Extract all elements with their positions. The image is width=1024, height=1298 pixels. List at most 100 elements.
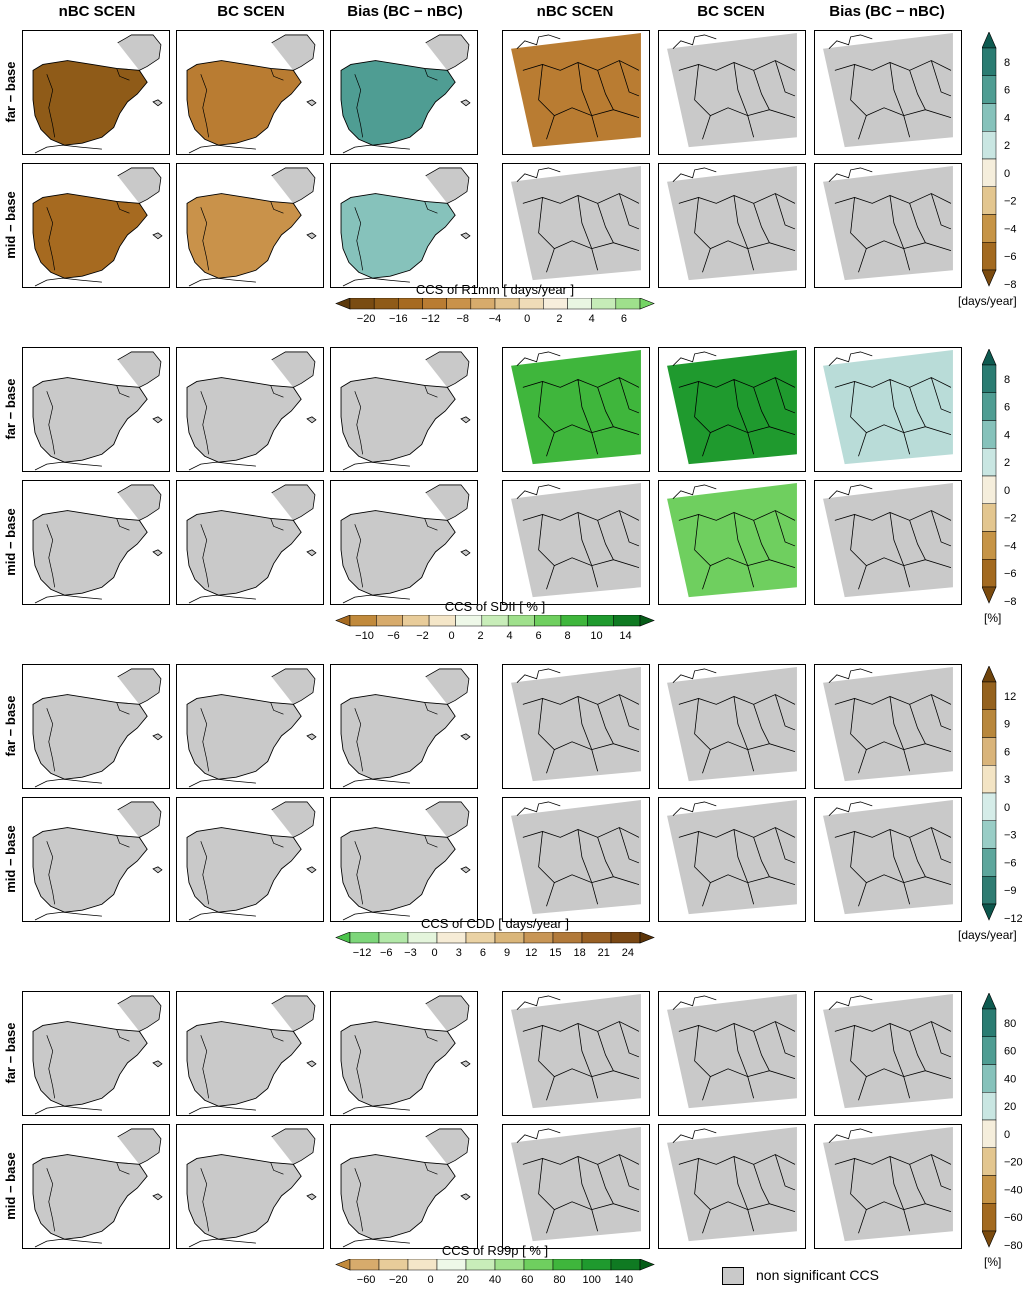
map-panel-R99p-mid-col1 xyxy=(22,1124,170,1249)
bias-segment xyxy=(982,1147,997,1176)
map-panel-R1mm-mid-col1 xyxy=(22,163,170,288)
bias-segment xyxy=(982,1036,997,1065)
colorbar-segment xyxy=(373,298,399,310)
map-svg xyxy=(340,1128,471,1248)
map-panel-R99p-mid-col3 xyxy=(330,1124,478,1249)
colorbar-arrow-low xyxy=(335,298,351,310)
non-significant-label: non significant CCS xyxy=(756,1267,879,1283)
map-svg xyxy=(823,1126,953,1242)
colorbar-tick-label: 6 xyxy=(621,313,627,325)
bias-segment xyxy=(982,820,997,849)
row-label-R1mm-far: far − base xyxy=(3,61,18,123)
map-panel-CDD-mid-col1 xyxy=(22,797,170,922)
map-svg xyxy=(186,668,317,788)
colorbar-segment xyxy=(398,298,423,310)
bias-tick-label: −6 xyxy=(1004,251,1017,263)
map-svg xyxy=(667,666,797,782)
colorbar-R1mm: −20 −16 −12 −8 −4 0 2 4 6 xyxy=(335,298,655,325)
colorbar-title-R99p: CCS of R99p [ % ] xyxy=(441,1243,549,1258)
column-header-nbc-scen-central: nBC SCEN xyxy=(536,3,614,20)
colorbar-arrow-high xyxy=(639,1259,655,1271)
column-header-bias-central: Bias (BC − nBC) xyxy=(829,3,945,20)
bias-segment xyxy=(982,47,997,76)
colorbar-segment xyxy=(436,1259,467,1271)
colorbar-segment xyxy=(560,615,588,627)
map-svg xyxy=(667,993,797,1109)
bias-tick-label: 6 xyxy=(1004,402,1010,414)
map-svg xyxy=(340,167,471,287)
bias-tick-label: 0 xyxy=(1004,1129,1010,1141)
colorbar-tick-label: 8 xyxy=(564,630,570,642)
map-panel-R1mm-mid-col6 xyxy=(814,163,962,288)
colorbar-tick-label: −6 xyxy=(380,947,393,959)
row-label-SDII-far: far − base xyxy=(3,378,18,440)
map-panel-SDII-mid-col4 xyxy=(502,480,650,605)
bias-tick-label: 0 xyxy=(1004,168,1010,180)
map-svg xyxy=(32,668,163,788)
bias-arrow-low xyxy=(982,269,997,287)
colorbar-segment xyxy=(534,615,562,627)
bias-segment xyxy=(982,420,997,449)
colorbar-segment xyxy=(507,615,535,627)
colorbar-tick-label: 3 xyxy=(456,947,462,959)
bias-tick-label: −6 xyxy=(1004,568,1017,580)
map-panel-R1mm-far-col4 xyxy=(502,30,650,155)
bias-tick-label: −6 xyxy=(1004,857,1017,869)
bias-segment xyxy=(982,158,997,187)
colorbar-segment xyxy=(349,1259,380,1271)
map-panel-R1mm-far-col3 xyxy=(330,30,478,155)
map-panel-R99p-far-col4 xyxy=(502,991,650,1116)
colorbar-segment xyxy=(587,615,614,627)
colorbar-segment xyxy=(591,298,617,310)
colorbar-segment xyxy=(349,932,380,944)
colorbar-tick-label: 80 xyxy=(553,1274,565,1286)
bias-unit-R99p: [%] xyxy=(984,1255,1002,1269)
bias-tick-label: 0 xyxy=(1004,485,1010,497)
map-svg xyxy=(186,34,317,154)
map-svg xyxy=(823,165,953,281)
colorbar-tick-label: 6 xyxy=(535,630,541,642)
map-panel-R1mm-mid-col3 xyxy=(330,163,478,288)
colorbar-segment xyxy=(407,1259,438,1271)
map-panel-CDD-far-col6 xyxy=(814,664,962,789)
bias-segment xyxy=(982,503,997,532)
column-header-nbc-scen-iberia: nBC SCEN xyxy=(58,3,136,20)
colorbar-tick-label: 4 xyxy=(506,630,512,642)
map-svg xyxy=(340,351,471,471)
colorbar-segment xyxy=(378,1259,409,1271)
colorbar-segment xyxy=(552,1259,583,1271)
map-svg xyxy=(511,799,641,915)
colorbar-segment xyxy=(436,932,467,944)
map-panel-R99p-mid-col5 xyxy=(658,1124,806,1249)
map-panel-CDD-far-col5 xyxy=(658,664,806,789)
map-panel-CDD-mid-col6 xyxy=(814,797,962,922)
colorbar-arrow-high xyxy=(639,298,655,310)
bias-segment xyxy=(982,242,997,271)
colorbar-arrow-high xyxy=(639,932,655,944)
row-label-R99p-far: far − base xyxy=(3,1022,18,1084)
bias-unit-R1mm: [days/year] xyxy=(958,294,1017,308)
map-panel-CDD-far-col1 xyxy=(22,664,170,789)
map-panel-SDII-far-col4 xyxy=(502,347,650,472)
colorbar-tick-label: 0 xyxy=(524,313,530,325)
non-significant-legend: non significant CCS xyxy=(722,1267,879,1286)
map-panel-R99p-mid-col2 xyxy=(176,1124,324,1249)
bias-segment xyxy=(982,1119,997,1148)
bias-segment xyxy=(982,848,997,877)
bias-segment xyxy=(982,131,997,160)
map-svg xyxy=(340,484,471,604)
colorbar-tick-label: −2 xyxy=(416,630,429,642)
map-svg xyxy=(186,351,317,471)
colorbar-segment xyxy=(407,932,438,944)
colorbar-tick-label: 0 xyxy=(427,1274,433,1286)
bias-arrow-high xyxy=(982,993,997,1010)
bias-tick-label: −12 xyxy=(1004,913,1023,924)
colorbar-segment xyxy=(470,298,496,310)
row-label-SDII-mid: mid − base xyxy=(3,508,18,576)
colorbar-segment xyxy=(581,932,612,944)
bias-segment xyxy=(982,559,997,588)
map-panel-SDII-mid-col6 xyxy=(814,480,962,605)
bias-arrow-high xyxy=(982,349,997,366)
colorbar-segment xyxy=(455,615,483,627)
bias-tick-label: 60 xyxy=(1004,1046,1016,1058)
